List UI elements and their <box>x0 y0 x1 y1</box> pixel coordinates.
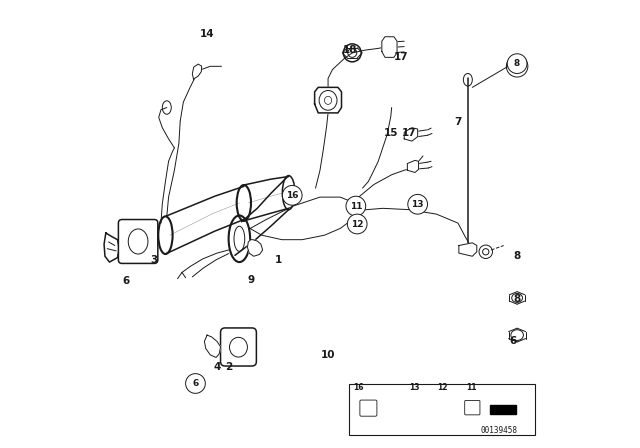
Text: 7: 7 <box>454 117 461 127</box>
FancyBboxPatch shape <box>118 220 158 263</box>
Text: 4: 4 <box>213 362 221 372</box>
Text: 13: 13 <box>412 200 424 209</box>
Polygon shape <box>192 64 202 80</box>
Text: 8: 8 <box>513 251 521 261</box>
Text: 18: 18 <box>342 45 357 55</box>
Text: 16: 16 <box>286 191 298 200</box>
Polygon shape <box>382 37 397 57</box>
Text: 9: 9 <box>248 275 255 284</box>
Polygon shape <box>104 233 119 262</box>
Circle shape <box>348 214 367 234</box>
Text: 6: 6 <box>193 379 198 388</box>
Text: 16: 16 <box>353 383 364 392</box>
Bar <box>349 384 535 435</box>
Polygon shape <box>404 128 418 141</box>
Text: 12: 12 <box>351 220 364 228</box>
Text: 3: 3 <box>150 255 158 265</box>
Text: 6: 6 <box>509 336 516 346</box>
Text: 8: 8 <box>513 294 521 304</box>
Circle shape <box>186 374 205 393</box>
Text: 8: 8 <box>514 59 520 68</box>
Circle shape <box>282 185 302 205</box>
FancyBboxPatch shape <box>465 401 480 415</box>
Text: 6: 6 <box>123 276 130 286</box>
Polygon shape <box>407 160 419 172</box>
Text: 13: 13 <box>409 383 419 392</box>
Text: 11: 11 <box>467 383 477 392</box>
Text: 12: 12 <box>437 383 448 392</box>
Text: 11: 11 <box>349 202 362 211</box>
Text: 10: 10 <box>321 350 335 360</box>
Text: 17: 17 <box>394 52 409 62</box>
Circle shape <box>346 196 365 216</box>
Text: 14: 14 <box>200 29 214 39</box>
FancyBboxPatch shape <box>360 400 377 416</box>
Text: 00139458: 00139458 <box>481 426 518 435</box>
Circle shape <box>408 194 428 214</box>
Text: 2: 2 <box>225 362 233 372</box>
Polygon shape <box>459 243 477 256</box>
Text: 1: 1 <box>275 255 282 265</box>
Circle shape <box>508 54 527 73</box>
Polygon shape <box>315 87 342 113</box>
Polygon shape <box>204 335 221 358</box>
Bar <box>490 405 516 414</box>
Polygon shape <box>248 240 262 256</box>
Text: 17: 17 <box>403 128 417 138</box>
FancyBboxPatch shape <box>221 328 257 366</box>
Text: 15: 15 <box>383 128 398 138</box>
